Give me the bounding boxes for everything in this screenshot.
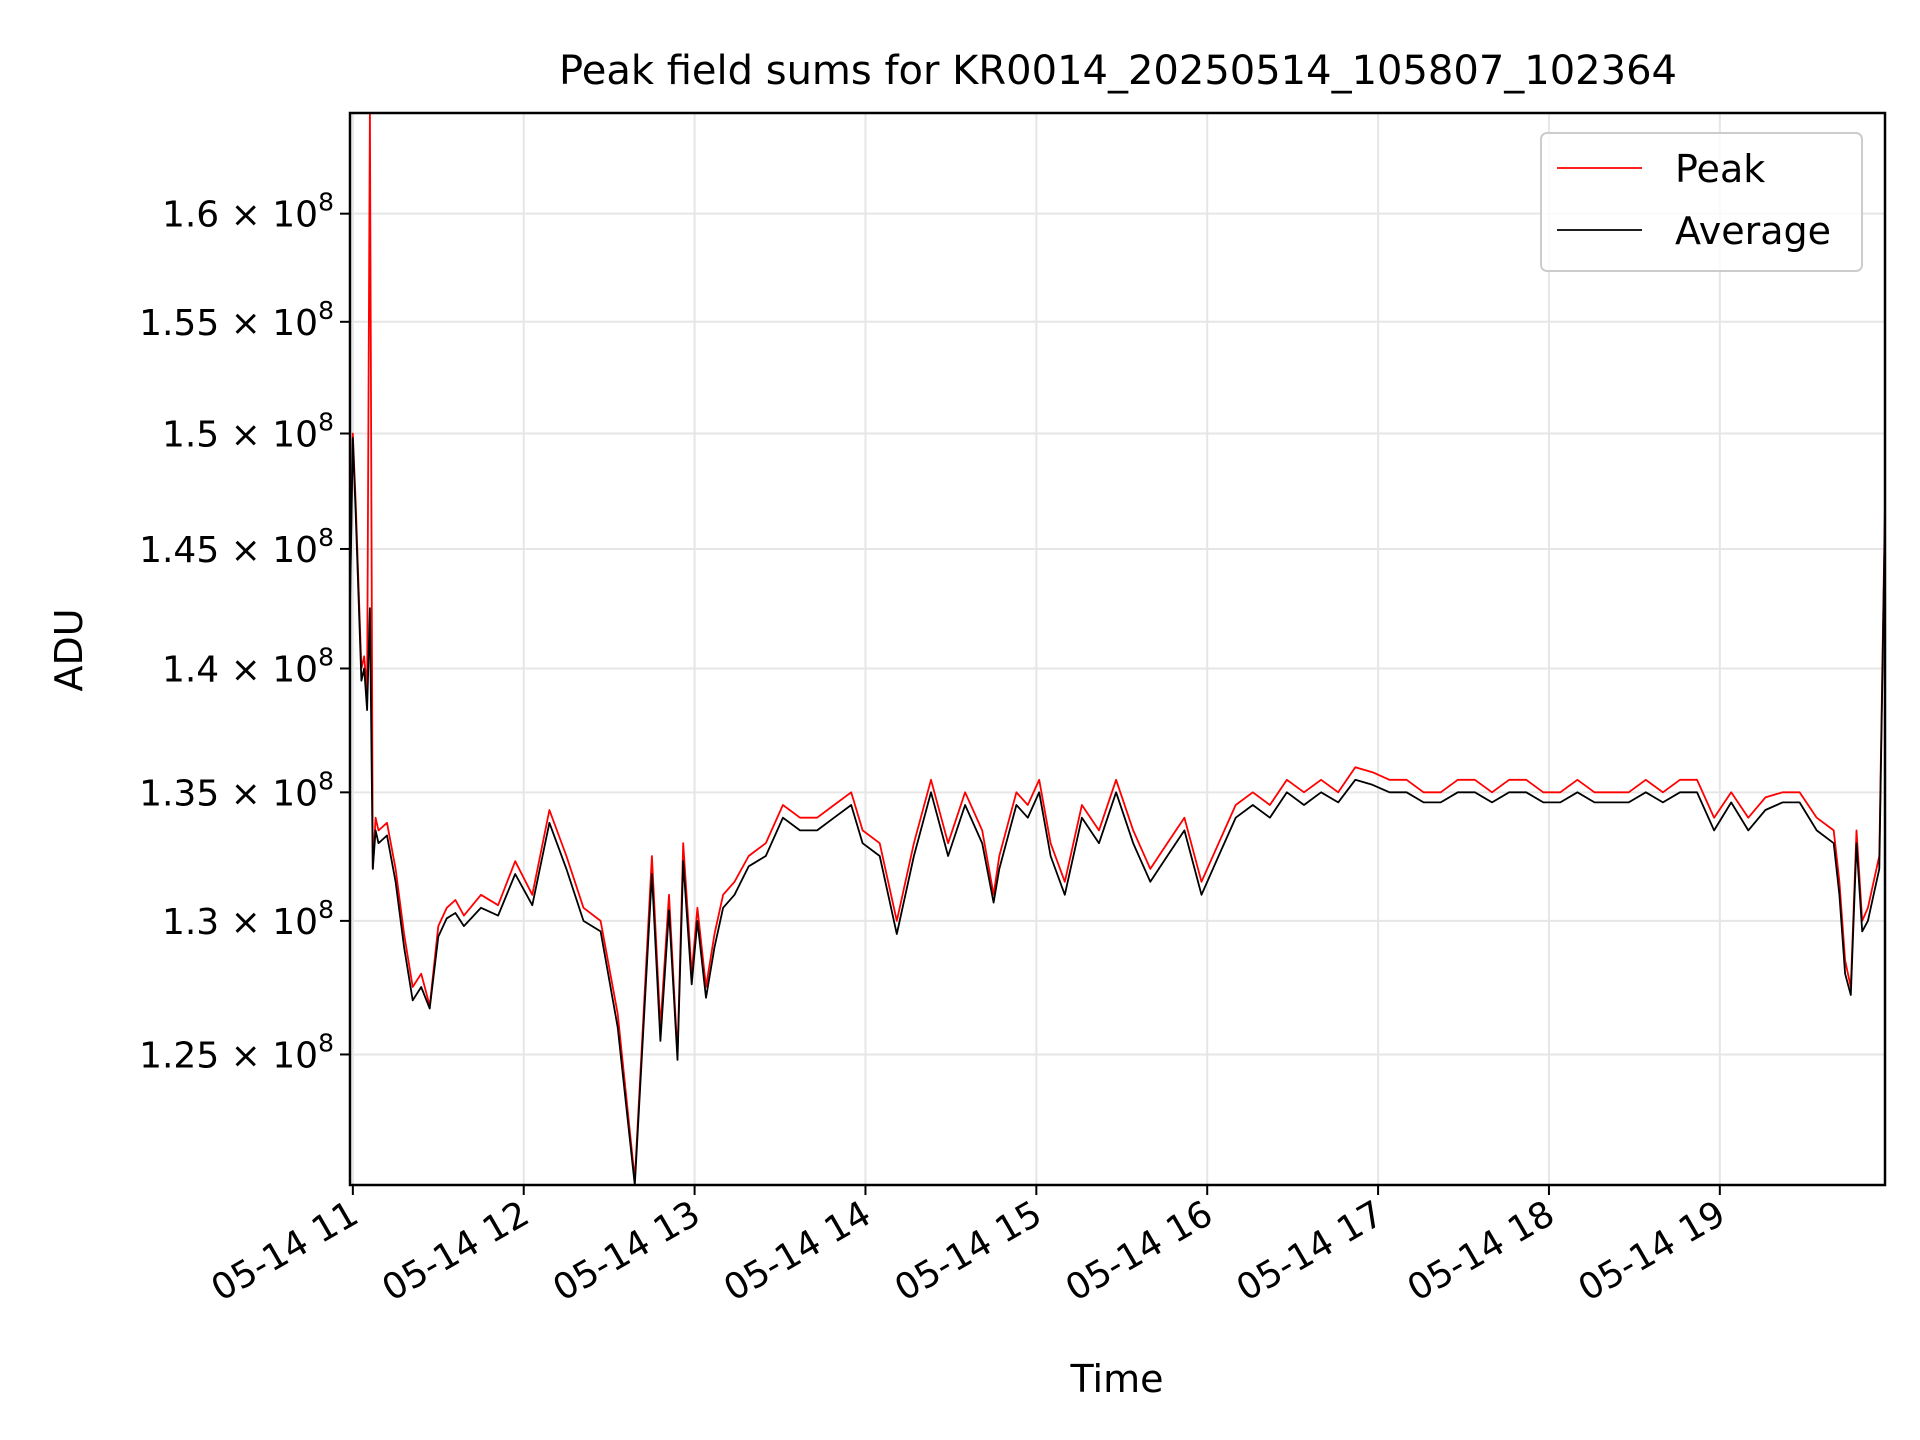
series-layer <box>350 113 1885 1185</box>
y-tick-mantissa: 1.4 <box>162 649 219 690</box>
y-tick-label: 1.4 × 108 <box>162 642 334 690</box>
plot-frame <box>348 111 1887 1187</box>
legend-average-label: Average <box>1675 209 1831 253</box>
legend-peak-label: Peak <box>1675 147 1765 191</box>
y-tick-base: 10 <box>272 530 318 571</box>
series-line-average <box>350 437 1885 1185</box>
y-tick-exponent: 8 <box>318 895 334 924</box>
y-tick-times: × <box>219 303 272 344</box>
y-tick-base: 10 <box>272 773 318 814</box>
y-tick-exponent: 8 <box>318 407 334 436</box>
y-tick-exponent: 8 <box>318 188 334 217</box>
y-tick-exponent: 8 <box>318 766 334 795</box>
y-tick-times: × <box>219 649 272 690</box>
y-tick-base: 10 <box>272 303 318 344</box>
y-tick-label: 1.5 × 108 <box>162 407 334 455</box>
y-tick-base: 10 <box>272 649 318 690</box>
legend: Peak Average <box>1540 132 1863 272</box>
y-tick-label: 1.45 × 108 <box>139 523 334 571</box>
y-tick-base: 10 <box>272 414 318 455</box>
y-tick-base: 10 <box>272 195 318 236</box>
y-tick-times: × <box>219 195 272 236</box>
y-tick-exponent: 8 <box>318 1028 334 1057</box>
y-tick-times: × <box>219 1035 272 1076</box>
y-tick-mantissa: 1.35 <box>139 773 219 814</box>
y-tick-mantissa: 1.6 <box>162 195 219 236</box>
y-tick-mantissa: 1.5 <box>162 414 219 455</box>
y-tick-label: 1.3 × 108 <box>162 895 334 943</box>
y-tick-exponent: 8 <box>318 296 334 325</box>
y-tick-base: 10 <box>272 902 318 943</box>
y-axis-label: ADU <box>47 608 91 691</box>
y-tick-times: × <box>219 902 272 943</box>
y-tick-label: 1.35 × 108 <box>139 766 334 814</box>
grid-lines <box>350 113 1885 1185</box>
series-line-peak <box>350 113 1885 1181</box>
y-tick-label: 1.25 × 108 <box>139 1028 334 1076</box>
y-tick-times: × <box>219 414 272 455</box>
y-tick-exponent: 8 <box>318 523 334 552</box>
y-tick-label: 1.6 × 108 <box>162 188 334 236</box>
y-tick-mantissa: 1.3 <box>162 902 219 943</box>
y-tick-times: × <box>219 530 272 571</box>
y-tick-mantissa: 1.25 <box>139 1035 219 1076</box>
y-tick-mantissa: 1.55 <box>139 303 219 344</box>
x-axis-label: Time <box>1070 1357 1164 1401</box>
y-tick-mantissa: 1.45 <box>139 530 219 571</box>
y-tick-times: × <box>219 773 272 814</box>
y-tick-label: 1.55 × 108 <box>139 296 334 344</box>
y-tick-base: 10 <box>272 1035 318 1076</box>
y-tick-exponent: 8 <box>318 642 334 671</box>
chart-title: Peak field sums for KR0014_20250514_1058… <box>559 48 1677 94</box>
